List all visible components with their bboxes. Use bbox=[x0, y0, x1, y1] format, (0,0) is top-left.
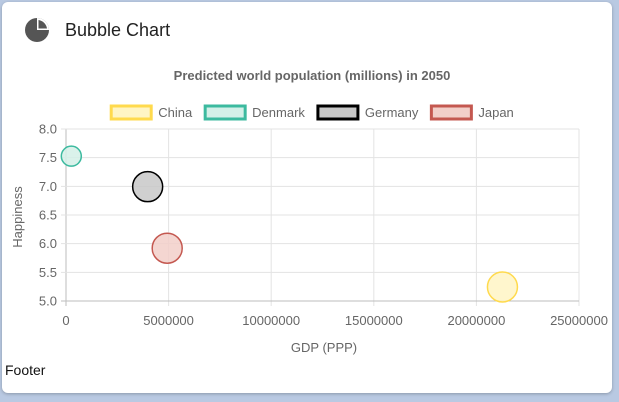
card-title: Bubble Chart bbox=[65, 19, 171, 40]
y-tick-label: 8.0 bbox=[39, 122, 57, 137]
legend-swatch bbox=[109, 104, 153, 121]
bubble-denmark[interactable] bbox=[60, 145, 83, 167]
y-tick-label: 5.5 bbox=[39, 265, 57, 280]
y-tick-label: 7.5 bbox=[39, 150, 57, 165]
legend-label: China bbox=[158, 105, 193, 120]
x-tick-label: 5000000 bbox=[143, 313, 194, 328]
x-axis-ticks: 0 5000000 10000000 15000000 20000000 25000000 bbox=[62, 313, 608, 328]
card-header: Bubble Chart bbox=[24, 16, 170, 44]
legend-item-denmark[interactable]: Denmark bbox=[203, 104, 305, 121]
x-tick-label: 15000000 bbox=[345, 313, 403, 328]
legend-swatch bbox=[316, 104, 360, 121]
card-footer: Footer bbox=[5, 362, 46, 378]
legend-swatch bbox=[429, 104, 473, 121]
y-axis-ticks: 5.0 5.5 6.0 6.5 7.0 7.5 8.0 bbox=[39, 122, 57, 309]
legend-swatch bbox=[203, 104, 247, 121]
bubble-germany[interactable] bbox=[131, 170, 164, 203]
pie-chart-icon bbox=[25, 18, 49, 42]
legend-label: Germany bbox=[365, 105, 419, 120]
bubble-japan[interactable] bbox=[151, 232, 183, 264]
bubble-chart: Predicted world population (millions) in… bbox=[10, 68, 608, 355]
y-tick-label: 7.0 bbox=[39, 179, 57, 194]
x-tick-label: 25000000 bbox=[550, 313, 608, 328]
x-axis-label: GDP (PPP) bbox=[291, 340, 357, 355]
legend-label: Japan bbox=[478, 105, 513, 120]
legend-item-germany[interactable]: Germany bbox=[316, 104, 419, 121]
chart-title: Predicted world population (millions) in… bbox=[174, 68, 451, 83]
y-axis-label: Happiness bbox=[10, 186, 25, 248]
y-tick-label: 5.0 bbox=[39, 294, 57, 309]
y-tick-label: 6.0 bbox=[39, 236, 57, 251]
chart-card: Bubble Chart Predicted world population … bbox=[2, 2, 612, 393]
x-tick-label: 10000000 bbox=[242, 313, 300, 328]
bubble-series bbox=[60, 145, 519, 303]
legend-item-china[interactable]: China bbox=[109, 104, 193, 121]
y-tick-label: 6.5 bbox=[39, 208, 57, 223]
x-tick-label: 0 bbox=[62, 313, 69, 328]
legend-label: Denmark bbox=[252, 105, 305, 120]
x-tick-label: 20000000 bbox=[447, 313, 505, 328]
chart-legend: China Denmark Germany Japan bbox=[109, 104, 514, 121]
chart-grid bbox=[61, 128, 580, 306]
bubble-china[interactable] bbox=[486, 271, 519, 303]
legend-item-japan[interactable]: Japan bbox=[429, 104, 514, 121]
